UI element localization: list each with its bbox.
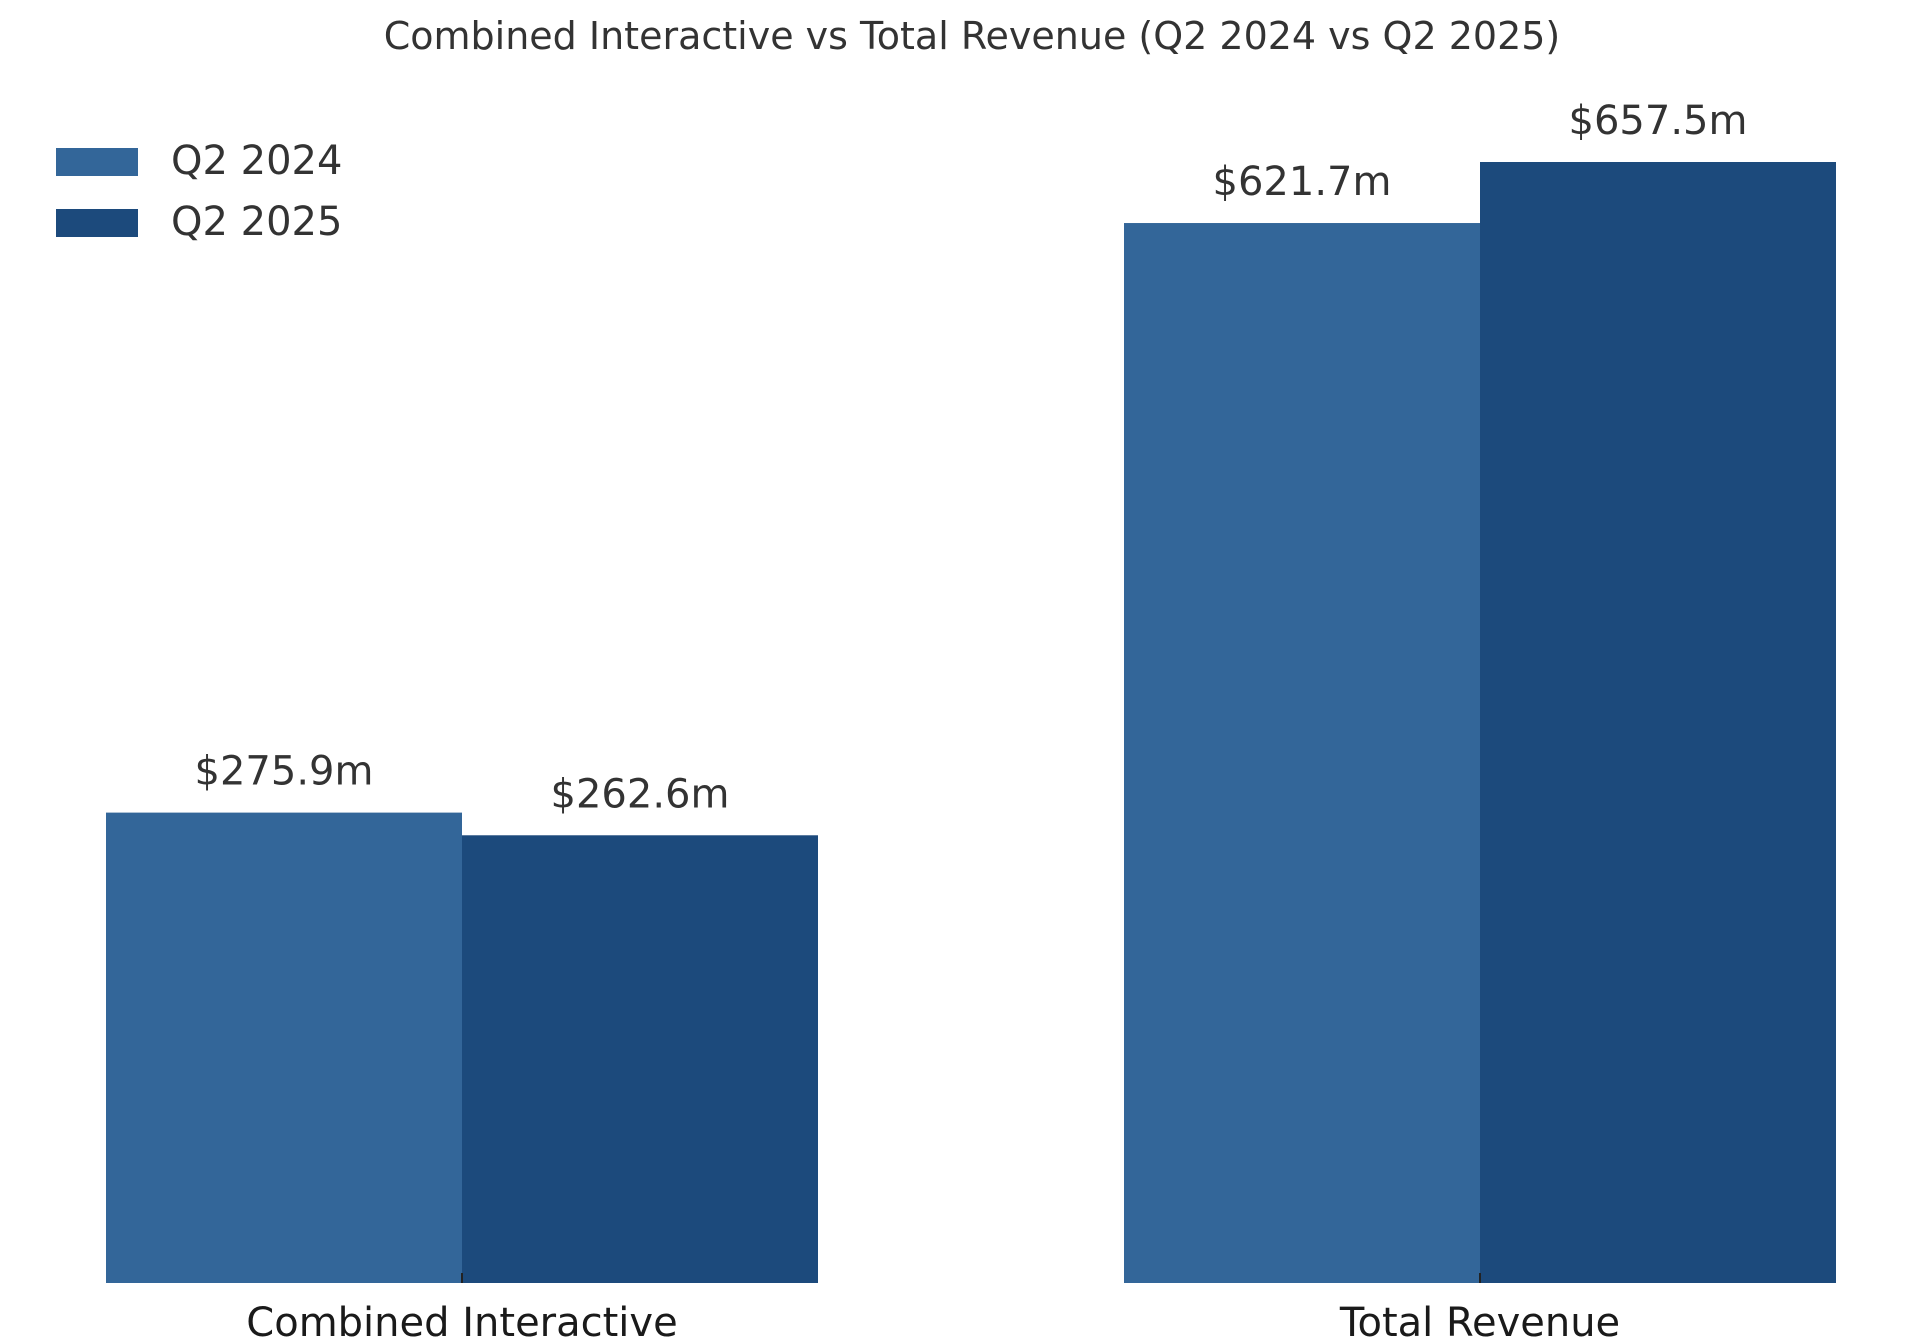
value-label-combined-interactive-q2-2024: $275.9m: [195, 749, 374, 795]
bar-total-revenue-q2-2025: [1480, 162, 1836, 1283]
legend: Q2 2024 Q2 2025: [56, 138, 342, 245]
x-tick-label-total-revenue: Total Revenue: [1339, 1300, 1620, 1339]
chart-title: Combined Interactive vs Total Revenue (Q…: [384, 14, 1561, 58]
value-label-total-revenue-q2-2025: $657.5m: [1569, 98, 1748, 144]
value-label-total-revenue-q2-2024: $621.7m: [1213, 159, 1392, 205]
x-axis: Combined Interactive Total Revenue: [246, 1273, 1620, 1339]
value-label-combined-interactive-q2-2025: $262.6m: [551, 771, 730, 817]
x-tick-label-combined-interactive: Combined Interactive: [246, 1300, 677, 1339]
legend-swatch-q2-2024: [56, 148, 138, 176]
bar-combined-interactive-q2-2024: [106, 812, 462, 1283]
bar-total-revenue-q2-2024: [1124, 223, 1480, 1283]
legend-label-q2-2025: Q2 2025: [171, 199, 342, 245]
bars-group: [106, 162, 1836, 1283]
value-labels-group: $275.9m $262.6m $621.7m $657.5m: [195, 98, 1748, 817]
legend-label-q2-2024: Q2 2024: [171, 138, 342, 184]
legend-swatch-q2-2025: [56, 209, 138, 237]
bar-combined-interactive-q2-2025: [462, 835, 818, 1283]
